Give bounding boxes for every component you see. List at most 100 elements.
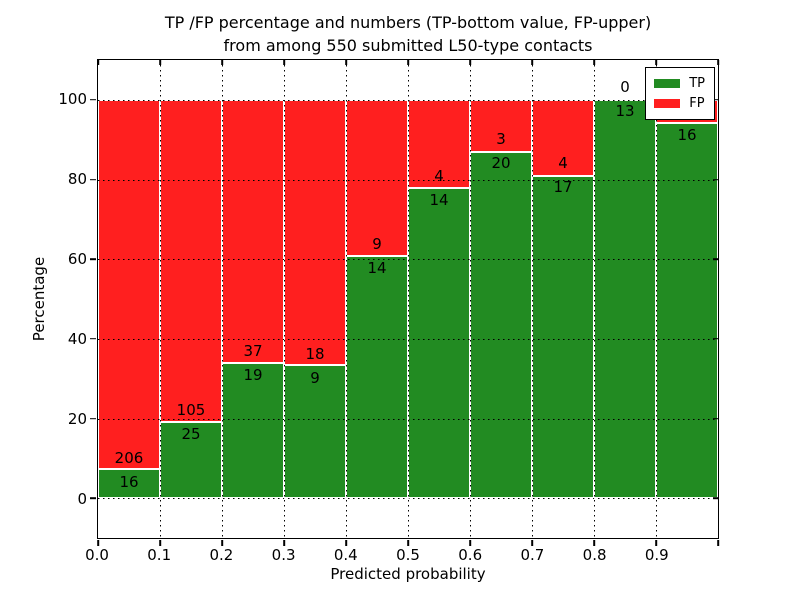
x-tick-top: [717, 60, 719, 65]
fp-count-label: 37: [243, 342, 263, 361]
legend-entry-tp: TP: [654, 75, 705, 92]
x-tick-bottom: [717, 540, 719, 546]
fp-count-label: 9: [372, 234, 382, 253]
tp-count-label: 14: [367, 258, 387, 277]
bar-fp-segment: [284, 99, 346, 366]
tp-count-label: 20: [491, 154, 511, 173]
y-tick-right: [713, 99, 718, 101]
chart-title: TP /FP percentage and numbers (TP-bottom…: [97, 11, 719, 57]
x-tick-bottom: [407, 540, 409, 546]
x-tick-top: [531, 60, 533, 65]
x-tick-label: 0.3: [271, 546, 296, 564]
bar-tp-segment: [346, 255, 408, 499]
x-tick-top: [593, 60, 595, 65]
bar-tp-segment: [656, 123, 718, 499]
y-tick-right: [713, 417, 718, 420]
y-tick-label: 20: [67, 410, 87, 428]
fp-count-label: 0: [620, 78, 630, 96]
x-tick-bottom: [283, 540, 285, 546]
tp-count-label: 25: [181, 425, 201, 444]
bar-fp-segment: [98, 99, 160, 470]
x-tick-label: 0.6: [458, 546, 483, 564]
x-tick-top: [159, 60, 161, 65]
legend: TP FP: [645, 67, 715, 120]
x-tick-label: 0.2: [209, 546, 234, 564]
x-gridline: [470, 60, 471, 538]
x-tick-top: [469, 60, 471, 65]
y-tick-left: [90, 417, 96, 420]
x-gridline: [160, 60, 161, 538]
y-tick-left: [90, 338, 96, 340]
tp-count-label: 13: [615, 102, 635, 120]
y-tick-right: [713, 178, 718, 181]
y-tick-left: [90, 99, 96, 101]
chart-title-line2: from among 550 submitted L50-type contac…: [223, 36, 593, 55]
fp-count-label: 3: [496, 130, 506, 149]
x-axis-title: Predicted probability: [330, 565, 486, 583]
x-tick-label: 0.4: [333, 546, 358, 564]
bar-tp-segment: [532, 175, 594, 499]
bar-fp-segment: [222, 99, 284, 363]
x-tick-bottom: [469, 540, 471, 546]
bar-tp-segment: [98, 469, 160, 499]
y-tick-label: 0: [77, 490, 87, 508]
bar-tp-segment: [470, 151, 532, 499]
bar-tp-segment: [408, 188, 470, 499]
y-axis-title: Percentage: [30, 256, 48, 342]
x-tick-bottom: [345, 540, 347, 546]
x-tick-top: [345, 60, 347, 65]
x-tick-bottom: [531, 540, 533, 546]
bar-tp-segment: [160, 421, 222, 499]
fp-count-label: 18: [305, 344, 325, 363]
x-gridline: [656, 60, 657, 538]
y-tick-left: [90, 497, 96, 499]
y-tick-left: [90, 178, 96, 181]
x-gridline: [222, 60, 223, 538]
fp-count-label: 4: [434, 166, 444, 185]
bar-fp-segment: [346, 99, 408, 256]
y-tick-label: 100: [58, 90, 87, 108]
y-tick-label: 80: [67, 170, 87, 188]
legend-swatch-tp-icon: [654, 79, 681, 88]
fp-count-label: 206: [114, 449, 144, 468]
bar-tp-segment: [284, 365, 346, 499]
legend-entry-fp: FP: [654, 95, 705, 112]
x-tick-bottom: [97, 540, 99, 546]
x-tick-top: [407, 60, 409, 65]
y-tick-left: [90, 258, 96, 260]
y-tick-right: [713, 338, 718, 340]
y-tick-label: 40: [67, 330, 87, 348]
y-tick-right: [713, 258, 718, 260]
tp-count-label: 14: [429, 190, 449, 209]
tp-count-label: 16: [119, 473, 139, 492]
x-tick-label: 0.8: [582, 546, 607, 564]
legend-label-tp: TP: [689, 76, 705, 91]
x-gridline: [346, 60, 347, 538]
tp-count-label: 17: [553, 178, 573, 197]
x-tick-bottom: [593, 540, 595, 546]
legend-label-fp: FP: [689, 96, 705, 111]
x-tick-label: 0.7: [520, 546, 545, 564]
y-tick-right: [713, 497, 718, 499]
x-tick-label: 0.5: [396, 546, 420, 564]
chart-title-line1: TP /FP percentage and numbers (TP-bottom…: [164, 13, 652, 32]
y-tick-label: 60: [67, 250, 87, 268]
x-gridline: [284, 60, 285, 538]
fp-count-label: 4: [558, 154, 568, 173]
tp-count-label: 16: [677, 125, 697, 144]
x-tick-label: 0.0: [85, 546, 109, 564]
x-gridline: [408, 60, 409, 538]
x-gridline: [532, 60, 533, 538]
x-tick-top: [221, 60, 223, 65]
x-tick-top: [655, 60, 657, 65]
x-tick-bottom: [655, 540, 657, 546]
x-tick-label: 0.1: [147, 546, 172, 564]
x-tick-bottom: [159, 540, 161, 546]
bar-tp-segment: [594, 99, 656, 499]
x-gridline: [594, 60, 595, 538]
legend-swatch-fp-icon: [654, 99, 681, 108]
plot-area: TP FP 2061610525371918991441432041701311…: [90, 59, 719, 546]
fp-count-label: 105: [176, 401, 206, 420]
x-tick-top: [97, 60, 99, 65]
